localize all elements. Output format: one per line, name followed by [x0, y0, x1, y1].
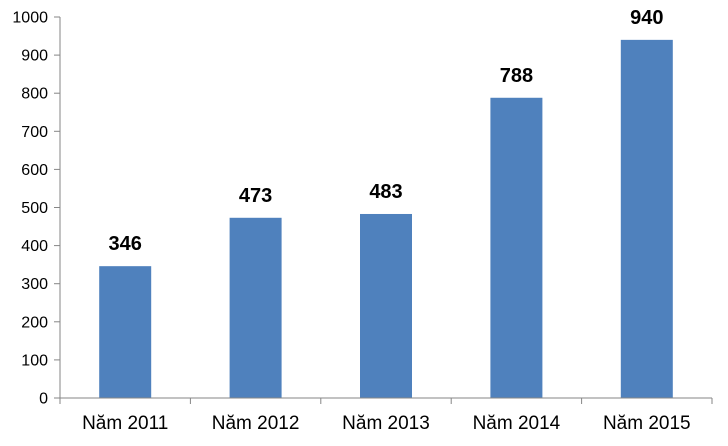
y-tick-label: 600	[21, 162, 48, 179]
data-label-2: 473	[239, 185, 272, 207]
y-tick-label: 900	[21, 48, 48, 65]
data-label-5: 940	[630, 7, 663, 29]
data-label-3: 483	[369, 181, 402, 203]
y-tick-label: 800	[21, 86, 48, 103]
data-label-4: 788	[500, 65, 533, 87]
bar-4	[490, 97, 543, 398]
x-category-label: Năm 2011	[82, 413, 168, 434]
x-category-label: Năm 2015	[603, 413, 691, 434]
x-category-label: Năm 2013	[342, 413, 430, 434]
y-tick-label: 400	[21, 238, 48, 255]
x-category-label: Năm 2014	[473, 413, 561, 434]
y-tick-label: 300	[21, 276, 48, 293]
bar-5	[620, 39, 673, 399]
x-category-label: Năm 2012	[212, 413, 300, 434]
bar-3	[360, 213, 412, 398]
data-labels: 346 473 483 788 940	[109, 7, 664, 255]
data-label-1: 346	[109, 233, 142, 255]
y-axis-ticks: 0 100 200 300 400 500 600 700 800 900 1000	[12, 10, 713, 408]
y-tick-label: 1000	[12, 10, 48, 27]
bar-1	[99, 266, 152, 398]
y-tick-label: 200	[21, 314, 48, 331]
x-axis-labels: Năm 2011 Năm 2012 Năm 2013 Năm 2014 Năm 2015	[82, 413, 691, 434]
y-tick-label: 500	[21, 200, 48, 217]
y-tick-label: 100	[21, 352, 48, 369]
y-tick-label: 700	[21, 124, 48, 141]
bars	[99, 39, 673, 399]
y-tick-label: 0	[39, 391, 48, 408]
bar-2	[229, 217, 282, 398]
